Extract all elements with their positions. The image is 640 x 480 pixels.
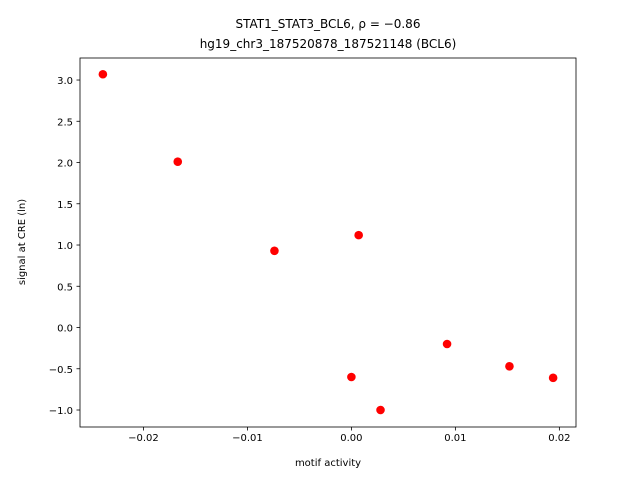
y-tick-label: 0.5	[57, 282, 73, 293]
chart-subtitle: hg19_chr3_187520878_187521148 (BCL6)	[200, 37, 457, 51]
x-tick-label: 0.02	[548, 433, 570, 444]
y-tick-label: −0.5	[49, 365, 73, 376]
point	[548, 373, 558, 383]
y-tick-label: 1.5	[57, 200, 73, 211]
y-tick-label: −1.0	[49, 406, 73, 417]
y-tick-label: 1.0	[57, 241, 73, 252]
chart-title: STAT1_STAT3_BCL6, ρ = −0.86	[236, 17, 421, 31]
y-axis-label: signal at CRE (ln)	[17, 199, 28, 285]
y-tick-label: 0.0	[57, 324, 73, 335]
point	[442, 339, 452, 349]
point	[505, 361, 514, 371]
point	[354, 230, 363, 240]
y-tick-label: 2.5	[57, 117, 73, 128]
x-axis-label: motif activity	[295, 458, 361, 469]
point	[376, 405, 385, 415]
x-tick-label: 0.00	[340, 433, 362, 444]
x-tick-label: −0.02	[128, 433, 159, 444]
point	[173, 157, 183, 166]
y-tick-label: 3.0	[57, 76, 73, 87]
plot-frame	[79, 57, 577, 428]
point	[98, 69, 108, 79]
point	[270, 246, 279, 256]
x-tick-label: 0.01	[444, 433, 466, 444]
point	[347, 372, 356, 382]
y-tick-label: 2.0	[57, 159, 73, 170]
x-tick-label: −0.01	[232, 433, 263, 444]
